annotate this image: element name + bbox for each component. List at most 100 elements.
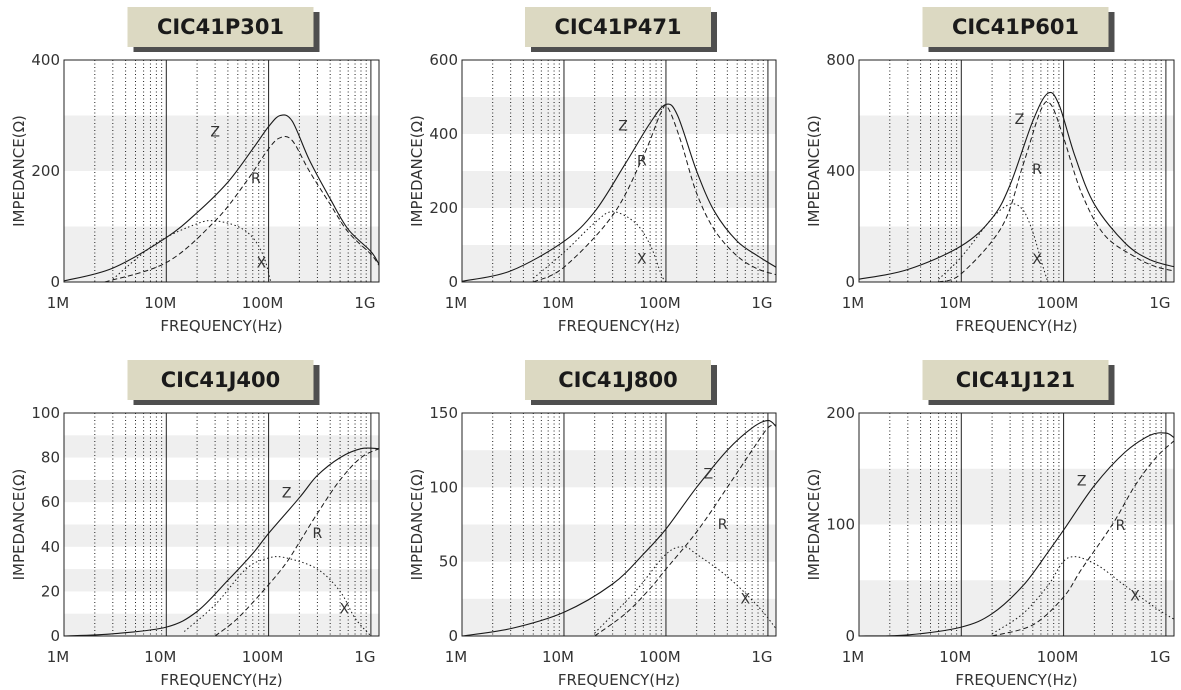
plot-band bbox=[64, 226, 379, 282]
log-grid bbox=[63, 413, 372, 636]
x-tick-label: 100M bbox=[1037, 294, 1079, 312]
series-line-z bbox=[461, 103, 777, 282]
y-axis-label: IMPEDANCE(Ω) bbox=[10, 469, 28, 581]
y-tick-label: 50 bbox=[439, 553, 458, 571]
log-grid bbox=[461, 413, 769, 636]
y-axis-label: IMPEDANCE(Ω) bbox=[805, 115, 823, 227]
x-tick-label: 1M bbox=[842, 648, 865, 666]
series-line-r bbox=[991, 440, 1175, 637]
y-tick-label: 80 bbox=[41, 449, 60, 467]
chart-cic41p601: CIC41P601 0 400 800 1M 10M 100M 1G FREQUENCY(Hz)… bbox=[805, 7, 1175, 335]
x-tick-label: 1M bbox=[47, 294, 70, 312]
series-label-z: Z bbox=[210, 125, 220, 141]
y-axis-label: IMPEDANCE(Ω) bbox=[408, 115, 426, 227]
y-tick-label: 40 bbox=[41, 538, 60, 556]
x-tick-label: 10M bbox=[939, 648, 971, 666]
x-tick-label: 1G bbox=[1149, 648, 1170, 666]
plot-band bbox=[64, 115, 379, 171]
plot-bands bbox=[64, 115, 379, 282]
x-axis-label: FREQUENCY(Hz) bbox=[955, 671, 1077, 689]
plot-band bbox=[462, 524, 776, 562]
y-tick-label: 0 bbox=[845, 273, 855, 291]
plot-bands bbox=[462, 450, 776, 636]
plot-bands bbox=[859, 468, 1174, 636]
series-label-x: X bbox=[257, 256, 267, 272]
x-tick-label: 100M bbox=[639, 648, 681, 666]
title-plate bbox=[922, 360, 1109, 400]
series-line-x bbox=[594, 546, 777, 634]
y-tick-label: 100 bbox=[429, 478, 458, 496]
chart-title: CIC41P601 bbox=[952, 15, 1079, 39]
chart-title: CIC41J800 bbox=[558, 368, 678, 392]
y-tick-label: 600 bbox=[429, 51, 458, 69]
series-label-z: Z bbox=[1077, 473, 1087, 489]
chart-cic41j121: CIC41J121 0 100 200 1M 10M 100M 1G FREQUENCY(Hz)… bbox=[805, 360, 1175, 689]
series-label-z: Z bbox=[703, 466, 713, 482]
plot-band bbox=[64, 613, 379, 636]
plot-frame bbox=[63, 412, 380, 637]
y-tick-label: 100 bbox=[826, 516, 855, 534]
series-label-z: Z bbox=[282, 486, 292, 502]
y-tick-label: 150 bbox=[429, 404, 458, 422]
series-line-r bbox=[104, 135, 380, 283]
x-tick-label: 1M bbox=[445, 294, 468, 312]
y-tick-label: 100 bbox=[31, 404, 60, 422]
x-tick-label: 1M bbox=[445, 648, 468, 666]
series-label-x: X bbox=[741, 591, 751, 607]
chart-title: CIC41P301 bbox=[157, 15, 284, 39]
x-tick-label: 100M bbox=[242, 648, 284, 666]
y-axis-label: IMPEDANCE(Ω) bbox=[805, 469, 823, 581]
series-line-z bbox=[63, 114, 380, 282]
y-tick-label: 0 bbox=[845, 627, 855, 645]
plot-band bbox=[859, 580, 1174, 636]
series-line-x bbox=[112, 220, 272, 283]
series-label-x: X bbox=[340, 602, 350, 618]
x-axis-label: FREQUENCY(Hz) bbox=[558, 317, 680, 335]
x-tick-label: 1M bbox=[842, 294, 865, 312]
plot-bands bbox=[462, 97, 776, 282]
plot-band bbox=[462, 171, 776, 208]
plot-band bbox=[64, 524, 379, 547]
x-tick-label: 1G bbox=[1149, 294, 1170, 312]
series-line-r bbox=[214, 448, 380, 637]
y-tick-label: 0 bbox=[448, 273, 458, 291]
title-plate bbox=[525, 7, 711, 47]
x-tick-label: 10M bbox=[144, 648, 176, 666]
plot-band bbox=[859, 468, 1174, 525]
series-label-r: R bbox=[313, 526, 323, 542]
x-tick-label: 10M bbox=[939, 294, 971, 312]
series-label-r: R bbox=[637, 153, 647, 169]
series-line-z bbox=[858, 432, 1175, 637]
x-axis-label: FREQUENCY(Hz) bbox=[160, 317, 282, 335]
plot-band bbox=[64, 569, 379, 592]
x-tick-label: 10M bbox=[144, 294, 176, 312]
y-tick-label: 400 bbox=[429, 125, 458, 143]
y-axis-label: IMPEDANCE(Ω) bbox=[408, 469, 426, 581]
plot-frame bbox=[63, 59, 380, 283]
series-label-z: Z bbox=[1015, 112, 1025, 128]
series-label-r: R bbox=[251, 171, 261, 187]
plot-band bbox=[462, 245, 776, 282]
y-tick-label: 200 bbox=[826, 404, 855, 422]
chart-title: CIC41J400 bbox=[161, 368, 281, 392]
y-tick-label: 0 bbox=[448, 627, 458, 645]
x-tick-label: 1M bbox=[47, 648, 70, 666]
series-line-z bbox=[63, 447, 380, 637]
series-line-z bbox=[461, 419, 777, 637]
y-tick-label: 60 bbox=[41, 493, 60, 511]
series-line-x bbox=[532, 211, 667, 283]
chart-title: CIC41J121 bbox=[956, 368, 1076, 392]
y-tick-label: 0 bbox=[50, 273, 60, 291]
plot-band bbox=[462, 97, 776, 134]
series-label-r: R bbox=[1032, 162, 1042, 178]
x-tick-label: 1G bbox=[354, 294, 375, 312]
plot-frame bbox=[461, 412, 777, 637]
plot-band bbox=[462, 598, 776, 636]
series-line-r bbox=[533, 104, 777, 283]
series-line-r bbox=[594, 424, 777, 637]
plot-bands bbox=[859, 115, 1174, 282]
series-label-x: X bbox=[637, 252, 647, 268]
plot-band bbox=[462, 450, 776, 488]
y-tick-label: 800 bbox=[826, 51, 855, 69]
